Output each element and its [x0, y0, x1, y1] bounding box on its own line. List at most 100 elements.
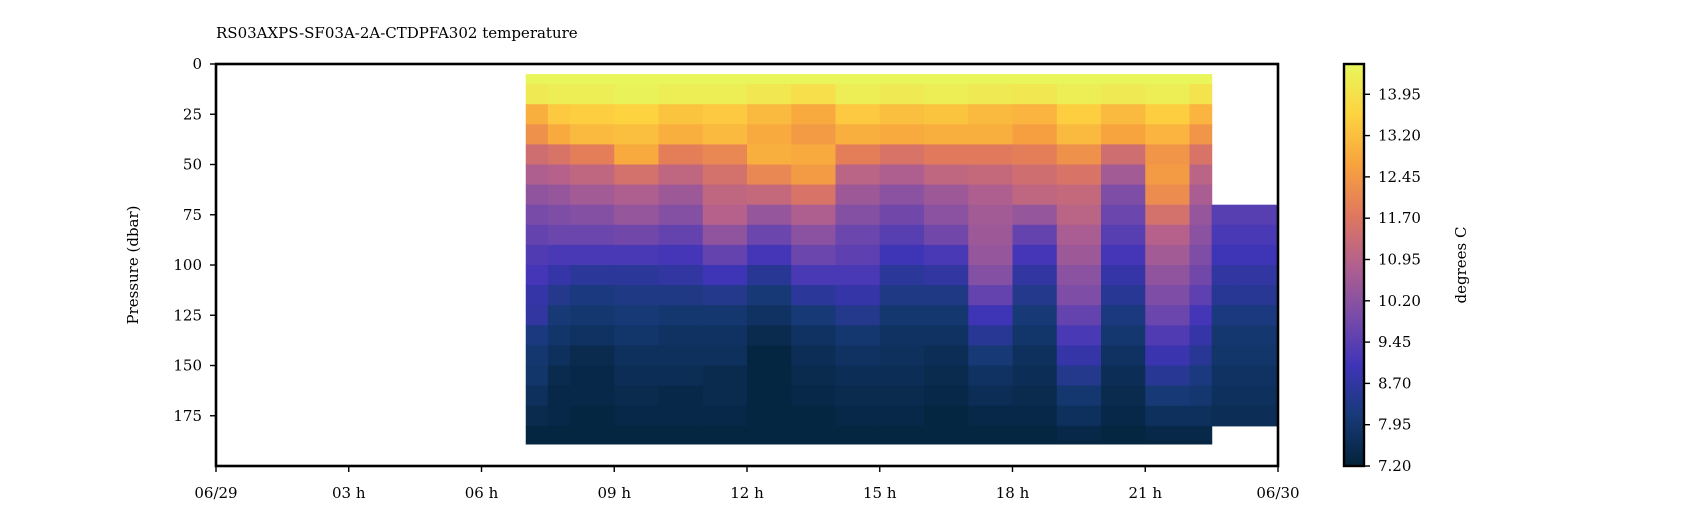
heatmap-cell [1189, 285, 1213, 306]
heatmap-cell [835, 325, 881, 346]
heatmap-cell [570, 385, 615, 407]
heatmap-cell [614, 124, 660, 145]
heatmap-cell [791, 440, 837, 445]
heatmap-cell [879, 285, 925, 306]
heatmap-cell [547, 305, 571, 326]
heatmap-cell [1189, 345, 1213, 367]
heatmap-cell [879, 365, 925, 387]
heatmap-cell [614, 345, 660, 367]
heatmap-cell [835, 124, 881, 145]
heatmap-cell [968, 440, 1014, 445]
colorbar-tick-label: 7.20 [1378, 457, 1411, 475]
heatmap-cell [702, 345, 748, 367]
heatmap-cell [570, 84, 615, 105]
heatmap-cell [1056, 244, 1102, 266]
heatmap-cell [525, 84, 549, 105]
heatmap-cell [614, 305, 660, 326]
heatmap-cell [525, 325, 549, 346]
heatmap-cell [791, 285, 837, 306]
y-tick-label: 175 [173, 407, 202, 425]
heatmap-cell [1056, 104, 1102, 125]
chart-title: RS03AXPS-SF03A-2A-CTDPFA302 temperature [216, 24, 578, 42]
heatmap-cell [968, 184, 1014, 206]
heatmap-cell [547, 440, 571, 445]
heatmap-cell [835, 305, 881, 326]
heatmap-cell [525, 425, 549, 442]
heatmap-cell [1012, 345, 1058, 367]
heatmap-cell [525, 124, 549, 145]
heatmap-cell [614, 244, 660, 266]
heatmap-cell [702, 265, 748, 286]
heatmap-cell [791, 74, 837, 85]
heatmap-cell [1012, 440, 1058, 445]
heatmap-cell [1145, 144, 1191, 166]
heatmap-cell [879, 224, 925, 246]
heatmap-cell [1012, 124, 1058, 145]
heatmap-cell [747, 224, 792, 246]
heatmap-cell [547, 224, 571, 246]
heatmap-cell [525, 224, 549, 246]
heatmap-cell [924, 345, 969, 367]
heatmap-cell [747, 74, 792, 85]
heatmap-cell [791, 244, 837, 266]
heatmap-cell [1145, 325, 1191, 346]
heatmap-cell [1233, 265, 1278, 286]
heatmap-cell [791, 365, 837, 387]
heatmap-cell [879, 124, 925, 145]
heatmap-cell [614, 385, 660, 407]
heatmap-cell [570, 345, 615, 367]
heatmap-cell [791, 124, 837, 145]
colorbar-frame [1342, 62, 1366, 468]
heatmap-cell [614, 144, 660, 166]
x-tick-label: 06 h [465, 484, 499, 502]
heatmap-cell [924, 74, 969, 85]
heatmap-cell [1233, 325, 1278, 346]
heatmap-cell [614, 164, 660, 186]
heatmap-cell [1189, 305, 1213, 326]
heatmap-cell [747, 244, 792, 266]
y-tick-label: 25 [183, 105, 202, 123]
colorbar-tick-label: 8.70 [1378, 374, 1411, 392]
heatmap-cell [525, 204, 549, 226]
heatmap-cell [547, 84, 571, 105]
y-tick-label: 150 [173, 357, 202, 375]
heatmap-cell [1012, 164, 1058, 186]
heatmap-cell [747, 144, 792, 166]
heatmap-cell [924, 184, 969, 206]
heatmap-cell [614, 440, 660, 445]
heatmap-cell [791, 325, 837, 346]
heatmap-cell [614, 104, 660, 125]
heatmap-cell [1101, 164, 1146, 186]
heatmap-cell [1012, 265, 1058, 286]
heatmap-cell [547, 325, 571, 346]
colorbar-tick-label: 13.95 [1378, 85, 1421, 103]
heatmap-cell [791, 224, 837, 246]
heatmap-cell [658, 285, 704, 306]
heatmap-cell [525, 305, 549, 326]
heatmap-cell [1101, 184, 1146, 206]
heatmap-cell [570, 305, 615, 326]
heatmap-cell [791, 385, 837, 407]
heatmap-cell [1211, 365, 1235, 387]
heatmap-cell [879, 345, 925, 367]
heatmap-cell [547, 184, 571, 206]
heatmap-cell [702, 104, 748, 125]
heatmap-cell [702, 425, 748, 442]
heatmap-cell [525, 244, 549, 266]
heatmap-cell [1189, 405, 1213, 427]
heatmap-cell [1189, 84, 1213, 105]
heatmap-cell [614, 74, 660, 85]
heatmap-cell [924, 104, 969, 125]
heatmap-cell [658, 305, 704, 326]
heatmap-cell [1145, 385, 1191, 407]
heatmap-cell [1101, 405, 1146, 427]
heatmap-cell [879, 244, 925, 266]
heatmap-cell [791, 164, 837, 186]
heatmap-cell [547, 405, 571, 427]
heatmap-cell [1189, 104, 1213, 125]
heatmap-cell [879, 405, 925, 427]
heatmap-cell [547, 164, 571, 186]
heatmap-cell [1211, 244, 1235, 266]
heatmap-cell [1211, 265, 1235, 286]
heatmap-cell [547, 244, 571, 266]
